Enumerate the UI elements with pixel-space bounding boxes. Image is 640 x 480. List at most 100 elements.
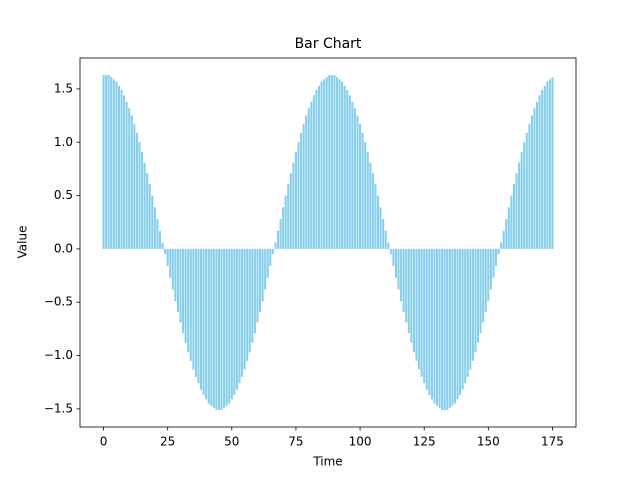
bar bbox=[500, 242, 503, 249]
bar bbox=[384, 230, 387, 249]
bar bbox=[392, 248, 395, 266]
bar bbox=[471, 248, 474, 361]
bar bbox=[510, 195, 513, 249]
bar bbox=[441, 248, 444, 410]
x-tick-label: 125 bbox=[413, 435, 436, 449]
bar bbox=[189, 248, 192, 361]
bar bbox=[279, 219, 282, 249]
bar bbox=[148, 183, 151, 249]
bar bbox=[243, 248, 246, 370]
bar bbox=[197, 248, 200, 384]
bar bbox=[112, 79, 115, 249]
bar bbox=[133, 124, 136, 249]
y-axis-label: Value bbox=[16, 226, 30, 259]
bar bbox=[389, 248, 392, 255]
y-tick-label: 1.0 bbox=[54, 135, 73, 149]
bar bbox=[105, 75, 108, 249]
bar bbox=[366, 151, 369, 249]
bar bbox=[174, 248, 177, 302]
bar bbox=[256, 248, 259, 323]
bar bbox=[161, 242, 164, 249]
bar bbox=[479, 248, 482, 334]
bar bbox=[492, 248, 495, 278]
bar bbox=[312, 95, 315, 249]
bar bbox=[402, 248, 405, 312]
bar bbox=[287, 183, 290, 249]
bar bbox=[202, 248, 205, 396]
bar bbox=[200, 248, 203, 390]
bar bbox=[153, 207, 156, 249]
bar bbox=[212, 248, 215, 408]
bar bbox=[489, 248, 492, 290]
bar bbox=[379, 207, 382, 249]
bar bbox=[374, 183, 377, 249]
bar bbox=[364, 142, 367, 249]
bar bbox=[394, 248, 397, 278]
bar bbox=[217, 248, 221, 410]
bar bbox=[115, 81, 118, 249]
bar bbox=[410, 248, 413, 343]
bar bbox=[187, 248, 190, 353]
bar bbox=[536, 101, 539, 249]
bar bbox=[235, 248, 238, 390]
bar bbox=[176, 248, 179, 312]
bar bbox=[120, 89, 123, 249]
bar bbox=[415, 248, 418, 361]
bar bbox=[246, 248, 249, 361]
bar bbox=[138, 142, 141, 249]
bar bbox=[123, 95, 126, 249]
bar bbox=[207, 248, 210, 404]
bar bbox=[271, 248, 274, 255]
bar bbox=[430, 248, 433, 400]
bar bbox=[512, 183, 515, 249]
bar bbox=[307, 108, 310, 249]
bar bbox=[484, 248, 487, 312]
bar bbox=[233, 248, 236, 396]
bar bbox=[323, 79, 326, 249]
x-tick-label: 50 bbox=[224, 435, 239, 449]
bar bbox=[251, 248, 254, 343]
bar bbox=[420, 248, 423, 377]
bar bbox=[507, 207, 510, 249]
bar bbox=[158, 230, 162, 249]
bar bbox=[169, 248, 172, 278]
bar bbox=[310, 101, 313, 249]
bar bbox=[543, 85, 546, 249]
x-tick-label: 25 bbox=[160, 435, 175, 449]
bar bbox=[518, 162, 521, 249]
bar bbox=[220, 248, 223, 410]
bar bbox=[315, 89, 318, 249]
bar bbox=[338, 79, 341, 249]
x-axis-label: Time bbox=[312, 455, 342, 469]
bar bbox=[433, 248, 436, 404]
bar bbox=[215, 248, 218, 410]
bar bbox=[238, 248, 241, 384]
bar bbox=[533, 108, 536, 249]
bar bbox=[135, 132, 138, 249]
bar bbox=[356, 115, 359, 249]
bar bbox=[461, 248, 464, 390]
bar bbox=[448, 248, 451, 408]
bar bbox=[210, 248, 213, 406]
bar bbox=[464, 248, 467, 384]
bar bbox=[502, 230, 505, 249]
bar bbox=[487, 248, 490, 302]
bar bbox=[305, 115, 308, 249]
bar bbox=[494, 248, 498, 266]
bar bbox=[328, 75, 331, 249]
bar bbox=[505, 219, 508, 249]
bar bbox=[248, 248, 251, 353]
bar bbox=[151, 195, 154, 249]
bar bbox=[353, 108, 356, 249]
bar bbox=[330, 75, 333, 249]
bar bbox=[192, 248, 195, 370]
bar bbox=[171, 248, 174, 290]
bar bbox=[125, 101, 128, 249]
bar bbox=[361, 132, 364, 249]
bar bbox=[551, 77, 554, 249]
bar bbox=[482, 248, 485, 323]
bar bbox=[351, 101, 354, 249]
bar bbox=[297, 142, 300, 249]
bar bbox=[371, 173, 374, 249]
